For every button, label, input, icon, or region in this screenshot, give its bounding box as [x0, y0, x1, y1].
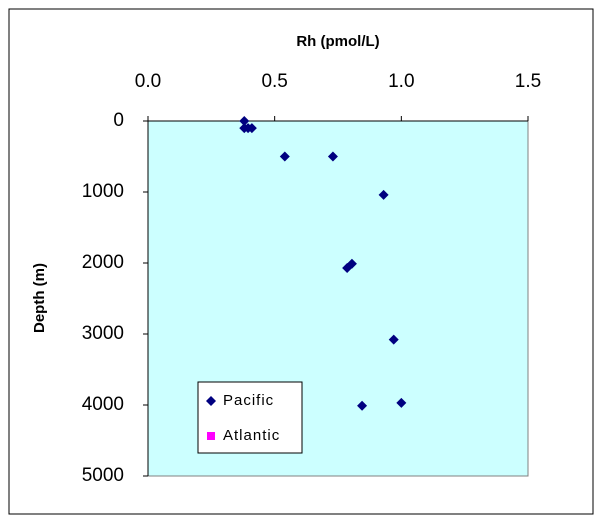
x-tick-label: 0.5: [261, 71, 287, 92]
point: [378, 189, 389, 200]
legend-label: Atlantic: [223, 427, 280, 444]
y-axis-label: Depth (m): [31, 263, 48, 333]
y-tick-label: 1000: [82, 181, 124, 202]
point: [239, 116, 250, 126]
x-tick-label: 1.0: [388, 71, 414, 92]
legend-label: Pacific: [223, 392, 274, 409]
point: [279, 151, 290, 162]
x-axis-label: Rh (pmol/L): [296, 33, 379, 50]
point: [342, 262, 353, 273]
legend-box: [197, 381, 303, 454]
legend-marker: [207, 432, 215, 440]
legend-marker: [206, 396, 216, 406]
y-tick-label: 3000: [82, 323, 124, 344]
point: [246, 123, 257, 134]
x-tick-label: 1.5: [515, 71, 541, 92]
point: [327, 151, 338, 162]
point: [396, 397, 407, 408]
point: [357, 400, 368, 411]
y-tick-label: 2000: [82, 252, 124, 273]
x-tick-label: 0.0: [135, 71, 161, 92]
y-tick-label: 0: [113, 110, 124, 131]
y-tick-label: 4000: [82, 394, 124, 415]
y-tick-label: 5000: [82, 465, 124, 486]
point: [388, 334, 399, 345]
point: [239, 123, 250, 134]
